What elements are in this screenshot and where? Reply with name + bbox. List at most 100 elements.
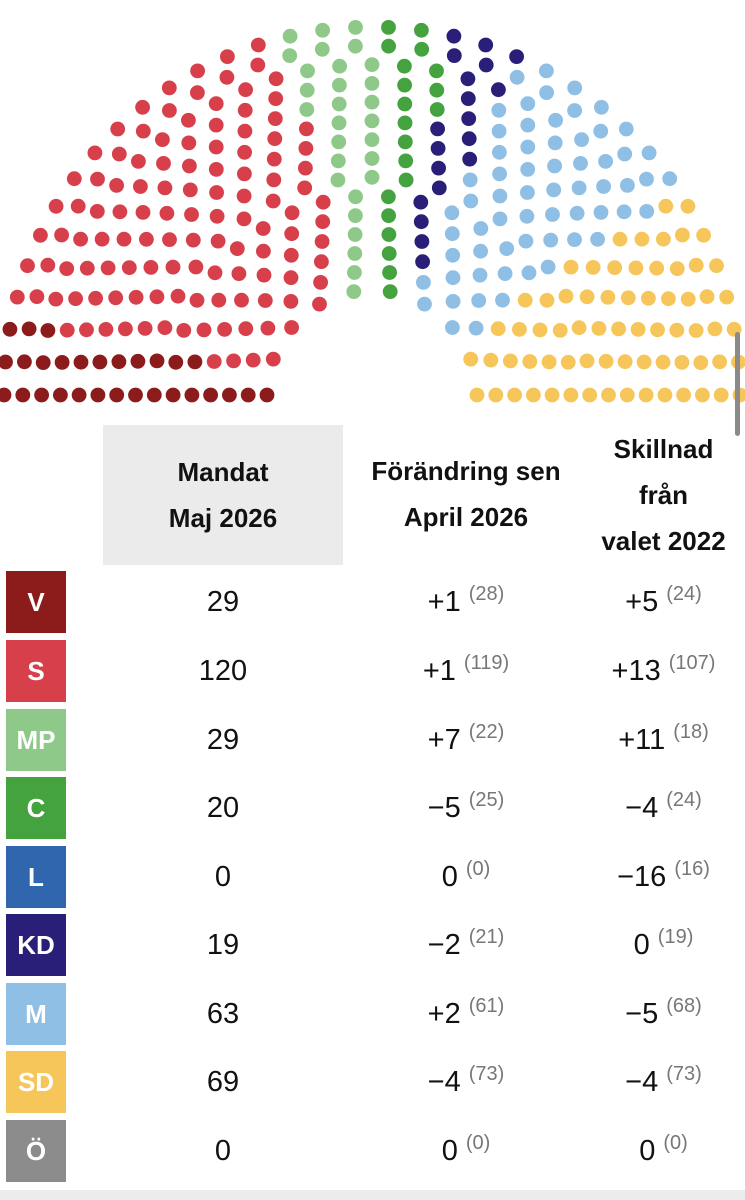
- seat-SD: [552, 323, 568, 338]
- seat-S: [118, 321, 133, 337]
- seat-C: [397, 77, 412, 93]
- seat-M: [473, 243, 488, 259]
- table-row: L 0 0 (0) −16 (16): [0, 846, 745, 908]
- seat-SD: [636, 354, 652, 370]
- seat-S: [245, 352, 261, 368]
- seat-SD: [600, 289, 616, 305]
- seat-S: [149, 289, 165, 305]
- seat-M: [492, 166, 507, 182]
- change-previous: (61): [468, 994, 505, 1017]
- seat-S: [234, 292, 249, 308]
- seat-MP: [330, 172, 346, 188]
- seat-KD: [460, 91, 476, 106]
- seat-M: [520, 117, 536, 133]
- seat-M: [573, 156, 588, 171]
- seat-V: [73, 354, 89, 370]
- seat-MP: [330, 153, 346, 169]
- seat-M: [596, 179, 611, 194]
- seat-S: [48, 291, 64, 307]
- seat-V: [54, 355, 70, 370]
- scrollbar-thumb[interactable]: [735, 332, 740, 436]
- seat-S: [283, 270, 299, 286]
- seat-M: [545, 207, 560, 222]
- change-cell: +7 (22): [356, 709, 576, 771]
- seat-V: [128, 387, 143, 403]
- seat-S: [297, 180, 313, 196]
- seat-S: [94, 231, 110, 247]
- seat-M: [520, 139, 536, 155]
- seat-MP: [348, 20, 363, 35]
- seat-S: [165, 259, 181, 275]
- diff-cell: +13 (107): [582, 640, 745, 702]
- seat-SD: [585, 260, 601, 275]
- seat-MP: [347, 227, 363, 242]
- seat-SD: [541, 354, 557, 370]
- diff-previous: (0): [663, 1131, 688, 1154]
- seat-M: [574, 132, 589, 148]
- seat-S: [238, 321, 254, 337]
- seat-M: [639, 204, 655, 219]
- seat-SD: [688, 323, 704, 338]
- seat-S: [206, 354, 222, 369]
- seat-S: [68, 291, 83, 307]
- seat-S: [162, 232, 177, 248]
- seat-S: [190, 85, 205, 100]
- seat-C: [382, 265, 397, 280]
- seat-KD: [413, 214, 429, 230]
- change-previous: (28): [468, 582, 505, 605]
- seat-S: [157, 320, 173, 336]
- seat-SD: [512, 322, 527, 337]
- seat-SD: [522, 354, 538, 369]
- seat-V: [0, 387, 12, 403]
- seat-M: [540, 259, 556, 275]
- seat-SD: [693, 355, 709, 370]
- seat-MP: [331, 134, 347, 150]
- seat-V: [35, 355, 51, 370]
- party-badge: M: [6, 983, 66, 1045]
- seat-M: [462, 172, 478, 188]
- seat-V: [21, 321, 37, 337]
- seat-SD: [661, 291, 676, 307]
- seat-V: [40, 323, 56, 338]
- change-value: +1: [427, 585, 461, 618]
- seat-KD: [460, 71, 476, 87]
- diff-previous: (24): [666, 582, 702, 605]
- seat-V: [240, 387, 256, 403]
- seat-S: [284, 320, 299, 335]
- seat-M: [593, 123, 609, 139]
- seat-SD: [695, 387, 710, 403]
- seat-M: [598, 154, 613, 169]
- seat-M: [491, 102, 507, 118]
- seat-M: [492, 144, 507, 160]
- seat-SD: [607, 260, 623, 275]
- seat-M: [445, 294, 461, 309]
- seat-MP: [347, 265, 362, 280]
- seat-M: [620, 178, 635, 193]
- seat-S: [226, 353, 242, 369]
- diff-value: −4: [625, 791, 659, 824]
- seat-S: [29, 289, 45, 304]
- seat-C: [397, 115, 413, 131]
- seat-V: [15, 387, 31, 403]
- seat-SD: [656, 231, 671, 247]
- diff-value: 0: [639, 1134, 656, 1167]
- seat-MP: [332, 77, 347, 93]
- seats-value: 0: [214, 860, 232, 893]
- seat-MP: [300, 63, 315, 79]
- change-cell: +1 (28): [356, 571, 576, 633]
- change-previous: (0): [465, 1131, 491, 1154]
- change-previous: (21): [468, 925, 505, 948]
- seat-V: [90, 387, 106, 403]
- seat-S: [229, 241, 245, 256]
- seat-V: [71, 387, 87, 403]
- seat-S: [182, 158, 197, 174]
- seat-S: [265, 351, 281, 367]
- seat-SD: [675, 227, 690, 243]
- seat-S: [181, 112, 196, 128]
- seat-MP: [332, 58, 347, 74]
- seat-S: [238, 82, 254, 98]
- seat-M: [567, 103, 582, 118]
- seat-MP: [364, 151, 380, 166]
- seat-SD: [483, 352, 499, 368]
- seat-C: [397, 58, 412, 74]
